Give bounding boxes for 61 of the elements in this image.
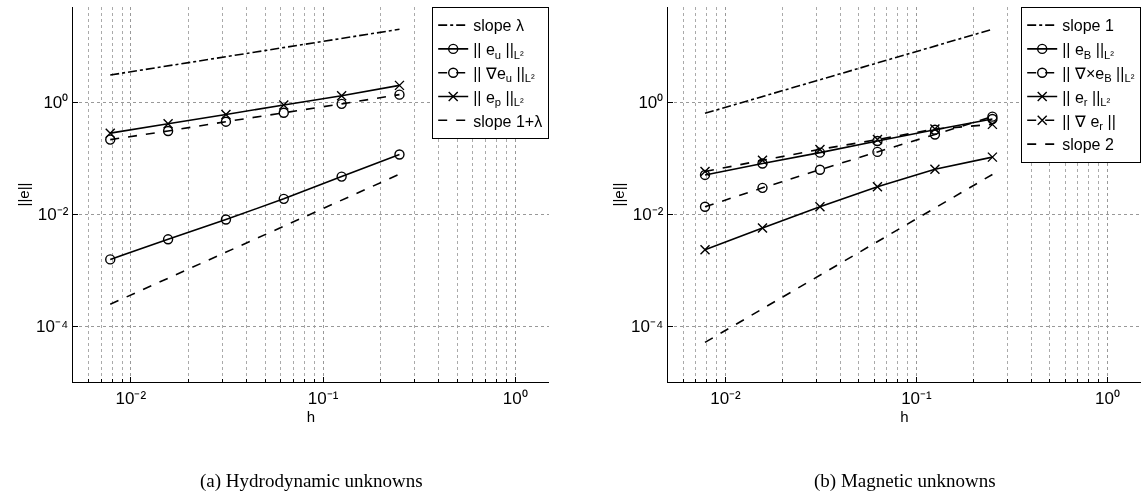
x-axis-title: h xyxy=(306,407,316,425)
y-tick-label: 10⁻⁴ xyxy=(36,316,69,336)
point xyxy=(814,164,826,175)
point xyxy=(929,164,941,175)
legend-label: || ∇e$_{u}$ ||$_{L²}$ xyxy=(473,64,536,85)
point xyxy=(814,201,826,212)
y-tick-label: 10⁻² xyxy=(37,205,69,225)
legend-label: || ∇×e$_{B}$ ||$_{L²}$ xyxy=(1062,64,1135,85)
point xyxy=(872,181,883,192)
y-axis-title: ||e|| xyxy=(610,182,628,207)
point xyxy=(699,166,711,177)
point xyxy=(278,99,289,111)
point xyxy=(699,169,711,181)
point xyxy=(394,89,405,100)
x-tick-label: 10⁰ xyxy=(1094,388,1120,408)
y-tick-label: 10⁰ xyxy=(43,93,69,113)
legend-label: slope λ xyxy=(473,17,524,35)
y-tick-label: 10⁻² xyxy=(632,205,664,225)
y-axis-title: ||e|| xyxy=(15,182,33,207)
legend-label: || ∇ e$_{r}$ || xyxy=(1062,112,1116,132)
point xyxy=(220,214,232,225)
point xyxy=(278,107,289,118)
point xyxy=(220,109,232,120)
point xyxy=(394,149,405,160)
point xyxy=(278,193,289,205)
x-tick-label: 10⁻¹ xyxy=(307,388,339,408)
point xyxy=(987,119,998,130)
point xyxy=(757,182,768,194)
point xyxy=(162,125,174,137)
legend-label: || e$_{B}$ ||$_{L²}$ xyxy=(1062,41,1115,61)
point xyxy=(105,254,116,265)
point xyxy=(699,201,711,212)
point xyxy=(987,151,998,163)
x-tick-label: 10⁰ xyxy=(502,388,528,408)
point xyxy=(394,80,405,91)
legend-label: slope 1 xyxy=(1062,17,1114,35)
x-axis-title: h xyxy=(900,407,909,425)
legend-label: slope 1+λ xyxy=(473,112,543,130)
y-tick-label: 10⁰ xyxy=(638,93,664,113)
point xyxy=(162,118,174,129)
point xyxy=(105,127,116,139)
legend-label: || e$_{u}$ ||$_{L²}$ xyxy=(473,41,525,61)
legend-label: || e$_{r}$ ||$_{L²}$ xyxy=(1062,88,1111,109)
point xyxy=(336,90,347,101)
point xyxy=(699,244,711,255)
text: (b) Magnetic unknowns xyxy=(814,470,996,492)
x-tick-label: 10⁻¹ xyxy=(901,388,933,408)
legend-label: || e$_{p}$ ||$_{L²}$ xyxy=(473,88,525,109)
point xyxy=(336,171,347,182)
point xyxy=(162,234,174,245)
y-tick-label: 10⁻⁴ xyxy=(631,316,664,336)
text: (a) Hydrodynamic unknowns xyxy=(200,470,423,492)
point xyxy=(757,222,768,234)
point xyxy=(105,134,116,145)
x-tick-label: 10⁻² xyxy=(115,388,147,408)
point xyxy=(929,129,941,140)
legend-label: slope 2 xyxy=(1062,136,1114,154)
point xyxy=(220,116,232,127)
point xyxy=(872,146,883,158)
x-tick-label: 10⁻² xyxy=(710,388,742,408)
point xyxy=(336,98,347,110)
